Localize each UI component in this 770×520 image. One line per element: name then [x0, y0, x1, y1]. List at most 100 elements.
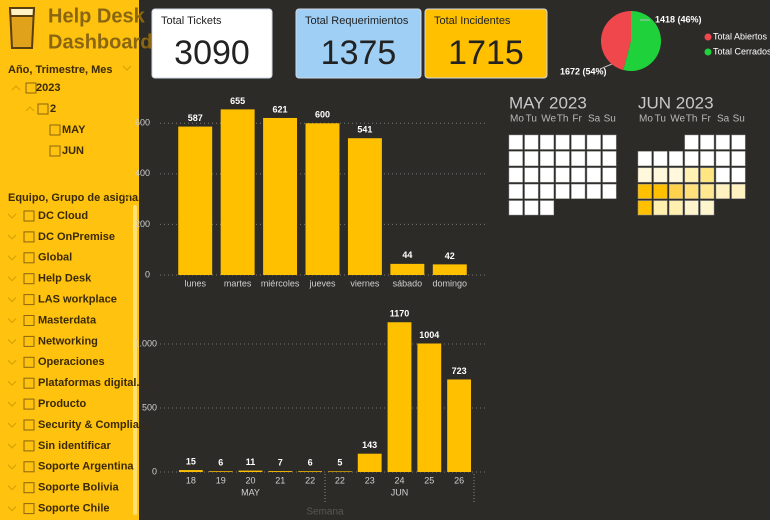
value-label: 723	[452, 366, 467, 376]
calendar-day	[715, 151, 730, 167]
calendar-day	[508, 134, 523, 150]
checkbox[interactable]	[23, 419, 35, 431]
chevron[interactable]	[7, 276, 17, 282]
checkbox[interactable]	[23, 356, 35, 368]
kpi-card	[424, 8, 548, 79]
calendar-day	[524, 151, 539, 167]
calendar-day	[555, 183, 570, 199]
bar	[178, 126, 213, 275]
chevron[interactable]	[7, 485, 17, 491]
checkbox[interactable]	[23, 294, 35, 306]
value-label: 6	[308, 458, 313, 468]
calendar-day	[668, 167, 684, 183]
chevron[interactable]	[7, 338, 17, 345]
checkbox[interactable]	[23, 503, 35, 515]
weekday: We	[670, 114, 685, 125]
calendar-day	[571, 183, 586, 199]
bar	[417, 343, 442, 472]
checkbox[interactable]	[49, 145, 61, 157]
calendar-day	[586, 151, 601, 167]
kpi-value: 1715	[448, 34, 524, 72]
filter-item[interactable]: MAY	[62, 124, 86, 136]
chevron[interactable]	[7, 380, 17, 387]
checkbox[interactable]	[23, 252, 35, 264]
chevron[interactable]	[7, 234, 17, 240]
checkbox[interactable]	[23, 210, 35, 222]
y-tick-label: 1.000	[134, 338, 157, 348]
calendar-day	[668, 200, 684, 216]
calendar-day	[508, 151, 523, 167]
chevron[interactable]	[11, 85, 21, 91]
checkbox[interactable]	[23, 335, 35, 347]
x-tick-label: 19	[216, 475, 226, 485]
calendar-day	[653, 167, 668, 183]
filter-item: Networking	[38, 335, 98, 347]
checkbox[interactable]	[23, 398, 35, 410]
chevron[interactable]	[7, 422, 17, 428]
filter-item: Producto	[38, 398, 87, 410]
y-tick-label: 400	[135, 168, 150, 178]
checkbox[interactable]	[49, 124, 61, 136]
calendar-day	[684, 167, 699, 183]
value-label: 143	[362, 440, 377, 450]
checkbox[interactable]	[23, 315, 35, 326]
checkbox[interactable]	[23, 231, 35, 243]
chevron[interactable]	[7, 359, 17, 366]
chevron[interactable]	[7, 443, 17, 449]
dashboard-title: Dashboard	[48, 31, 152, 53]
chevron[interactable]	[122, 65, 132, 71]
calendar-day	[524, 134, 539, 150]
bar	[390, 263, 425, 275]
chevron[interactable]	[122, 193, 132, 199]
calendar-day	[700, 200, 715, 216]
calendar-day	[586, 183, 601, 199]
chevron[interactable]	[7, 401, 17, 407]
calendar-day	[684, 151, 699, 167]
filter-item[interactable]: 2	[50, 103, 56, 115]
weekday: Su	[604, 114, 616, 125]
bar	[208, 471, 233, 472]
calendar-day	[508, 200, 523, 216]
calendar-day	[555, 167, 570, 183]
calendar-day	[539, 134, 555, 150]
checkbox[interactable]	[37, 103, 49, 115]
calendar-day	[700, 183, 715, 199]
kpi-label: Total Incidentes	[434, 15, 511, 27]
filter-item[interactable]: 2023	[36, 82, 60, 94]
calendar-day	[555, 151, 570, 167]
chevron[interactable]	[7, 213, 17, 219]
checkbox[interactable]	[23, 482, 35, 494]
x-tick-label: martes	[224, 278, 252, 288]
x-tick-label: domingo	[433, 278, 468, 288]
x-tick-label: sábado	[393, 278, 423, 288]
chevron[interactable]	[25, 106, 35, 112]
checkbox[interactable]	[23, 273, 35, 285]
filter-item[interactable]: JUN	[62, 145, 84, 157]
x-tick-label: viernes	[350, 278, 380, 288]
checkbox[interactable]	[23, 440, 35, 452]
pie-slice	[623, 11, 662, 72]
calendar-title: JUN 2023	[638, 93, 714, 112]
x-tick-label: 22	[305, 475, 315, 485]
calendar-day	[715, 134, 730, 150]
x-tick-label: 22	[335, 475, 345, 485]
x-tick-label: 18	[186, 475, 196, 485]
checkbox[interactable]	[23, 377, 35, 389]
checkbox[interactable]	[23, 461, 35, 473]
calendar-day	[524, 200, 539, 216]
chevron[interactable]	[7, 318, 17, 324]
checkbox[interactable]	[25, 82, 37, 94]
kpi-card	[151, 8, 273, 79]
chevron[interactable]	[7, 464, 17, 470]
x-tick-label: lunes	[184, 278, 206, 288]
x-tick-label: 23	[365, 475, 375, 485]
weekday: Mo	[639, 114, 653, 125]
calendar-day	[602, 167, 617, 183]
bar	[327, 471, 352, 472]
calendar-day	[684, 183, 699, 199]
chevron[interactable]	[7, 506, 17, 512]
chevron[interactable]	[7, 255, 17, 261]
calendar-day	[524, 167, 539, 183]
weekday: Sa	[717, 114, 730, 125]
chevron[interactable]	[7, 297, 17, 303]
